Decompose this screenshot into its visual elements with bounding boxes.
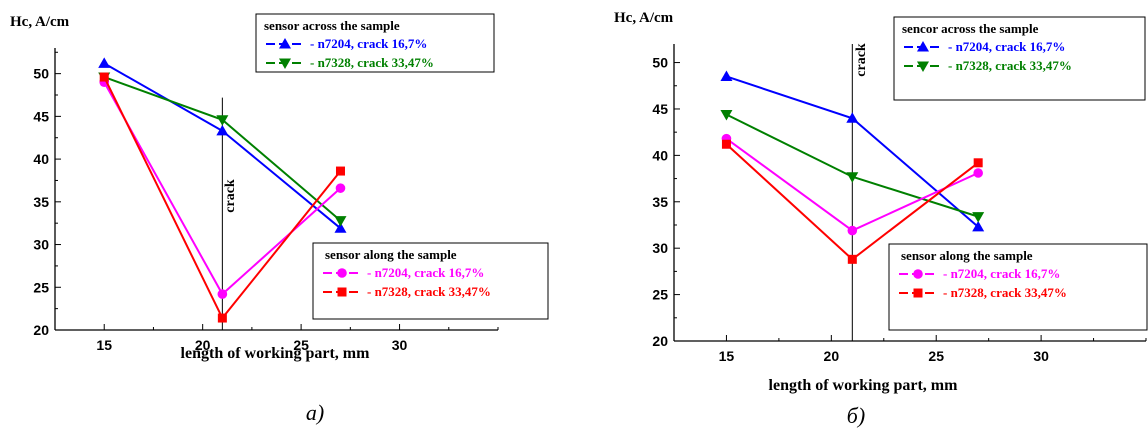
legend-swatch-marker [279, 58, 291, 69]
x-tick-label: 15 [719, 348, 735, 364]
x-tick-label: 30 [392, 337, 408, 353]
legend-entry: - n7204, crack 16,7% [943, 266, 1060, 281]
data-point [98, 57, 111, 68]
data-point [335, 166, 345, 176]
data-point [217, 313, 227, 323]
legend-entry: - n7328, crack 33,47% [948, 58, 1072, 73]
y-tick-label: 40 [33, 151, 49, 167]
legend-swatch-marker [337, 287, 347, 297]
panel-label: a) [306, 400, 324, 425]
y-tick-label: 25 [33, 279, 49, 295]
legend-swatch-marker [913, 288, 923, 298]
y-tick-label: 20 [33, 322, 49, 338]
legend-swatch-marker [913, 269, 923, 279]
legend-box [312, 242, 549, 320]
y-tick-label: 30 [652, 240, 668, 256]
legend-entry: - n7204, crack 16,7% [367, 265, 484, 280]
y-tick-label: 45 [652, 101, 668, 117]
crack-label: crack [223, 179, 238, 213]
y-axis-label: Hc, A/cm [10, 14, 70, 30]
data-point [721, 139, 731, 149]
y-tick-label: 30 [33, 237, 49, 253]
y-tick-label: 40 [652, 147, 668, 163]
x-axis-label: length of working part, mm [769, 377, 959, 394]
series-4 [99, 72, 345, 323]
series-2 [720, 110, 985, 223]
data-point [334, 222, 347, 233]
y-tick-label: 35 [652, 194, 668, 210]
legend-1: sencor across the sample - n7204, crack 1… [893, 16, 1146, 101]
data-point [334, 216, 347, 227]
legend-entry: - n7204, crack 16,7% [948, 39, 1065, 54]
data-point [973, 158, 983, 168]
legend-box [893, 16, 1146, 101]
legend-1: sensor across the sample - n7204, crack 1… [255, 13, 495, 73]
legend-title: sensor along the sample [901, 248, 1033, 263]
chart-panel-1: 20 25 30 35 40 45 50 15 20 25 30 Hc, A/cm length of … [10, 13, 549, 425]
data-point [720, 110, 733, 121]
legend-swatch-marker [337, 268, 347, 278]
chart-panel-2: 20 25 30 35 40 45 50 15 20 25 30 Hc, A/cm length of … [614, 10, 1148, 428]
series-1 [720, 70, 985, 232]
legend-title: sensor along the sample [325, 247, 457, 262]
legend-title: sencor across the sample [902, 21, 1039, 36]
data-point [216, 124, 229, 136]
y-axis-label: Hc, A/cm [614, 10, 674, 26]
y-tick-label: 25 [652, 287, 668, 303]
series-1 [98, 57, 347, 233]
legend-2: sensor along the sample - n7204, crack 16… [888, 243, 1148, 331]
legend-entry: - n7328, crack 33,47% [310, 55, 434, 70]
data-point [972, 220, 985, 232]
data-point [846, 112, 859, 123]
legend-title: sensor across the sample [264, 18, 400, 33]
x-tick-label: 20 [824, 348, 840, 364]
data-point [99, 72, 109, 82]
x-tick-label: 25 [293, 337, 309, 353]
series-4 [721, 139, 983, 264]
data-point [335, 183, 346, 193]
data-point [972, 212, 985, 223]
y-tick-label: 50 [652, 55, 668, 71]
data-point [216, 115, 229, 126]
x-axis-label: length of working part, mm [181, 345, 371, 362]
data-point [973, 168, 983, 178]
panel-label: б) [847, 403, 865, 428]
data-point [847, 225, 858, 236]
x-tick-label: 30 [1033, 348, 1049, 364]
legend-entry: - n7328, crack 33,47% [367, 284, 491, 299]
x-tick-label: 15 [96, 337, 112, 353]
legend-swatch-marker [279, 38, 291, 49]
legend-box [888, 243, 1148, 331]
data-point [217, 289, 228, 299]
data-point [846, 172, 859, 183]
legend-2: sensor along the sample - n7204, crack 16… [312, 242, 549, 320]
x-tick-label: 25 [928, 348, 944, 364]
legend-entry: - n7328, crack 33,47% [943, 285, 1067, 300]
legend-entry: - n7204, crack 16,7% [310, 36, 427, 51]
y-tick-label: 20 [652, 333, 668, 349]
y-tick-label: 50 [33, 66, 49, 82]
data-point [720, 70, 733, 81]
legend-swatch-marker [917, 61, 929, 72]
x-tick-label: 20 [195, 337, 211, 353]
crack-label: crack [854, 43, 869, 77]
legend-swatch-marker [917, 41, 929, 52]
y-tick-label: 35 [33, 194, 49, 210]
y-tick-label: 45 [33, 108, 49, 124]
data-point [847, 254, 857, 264]
